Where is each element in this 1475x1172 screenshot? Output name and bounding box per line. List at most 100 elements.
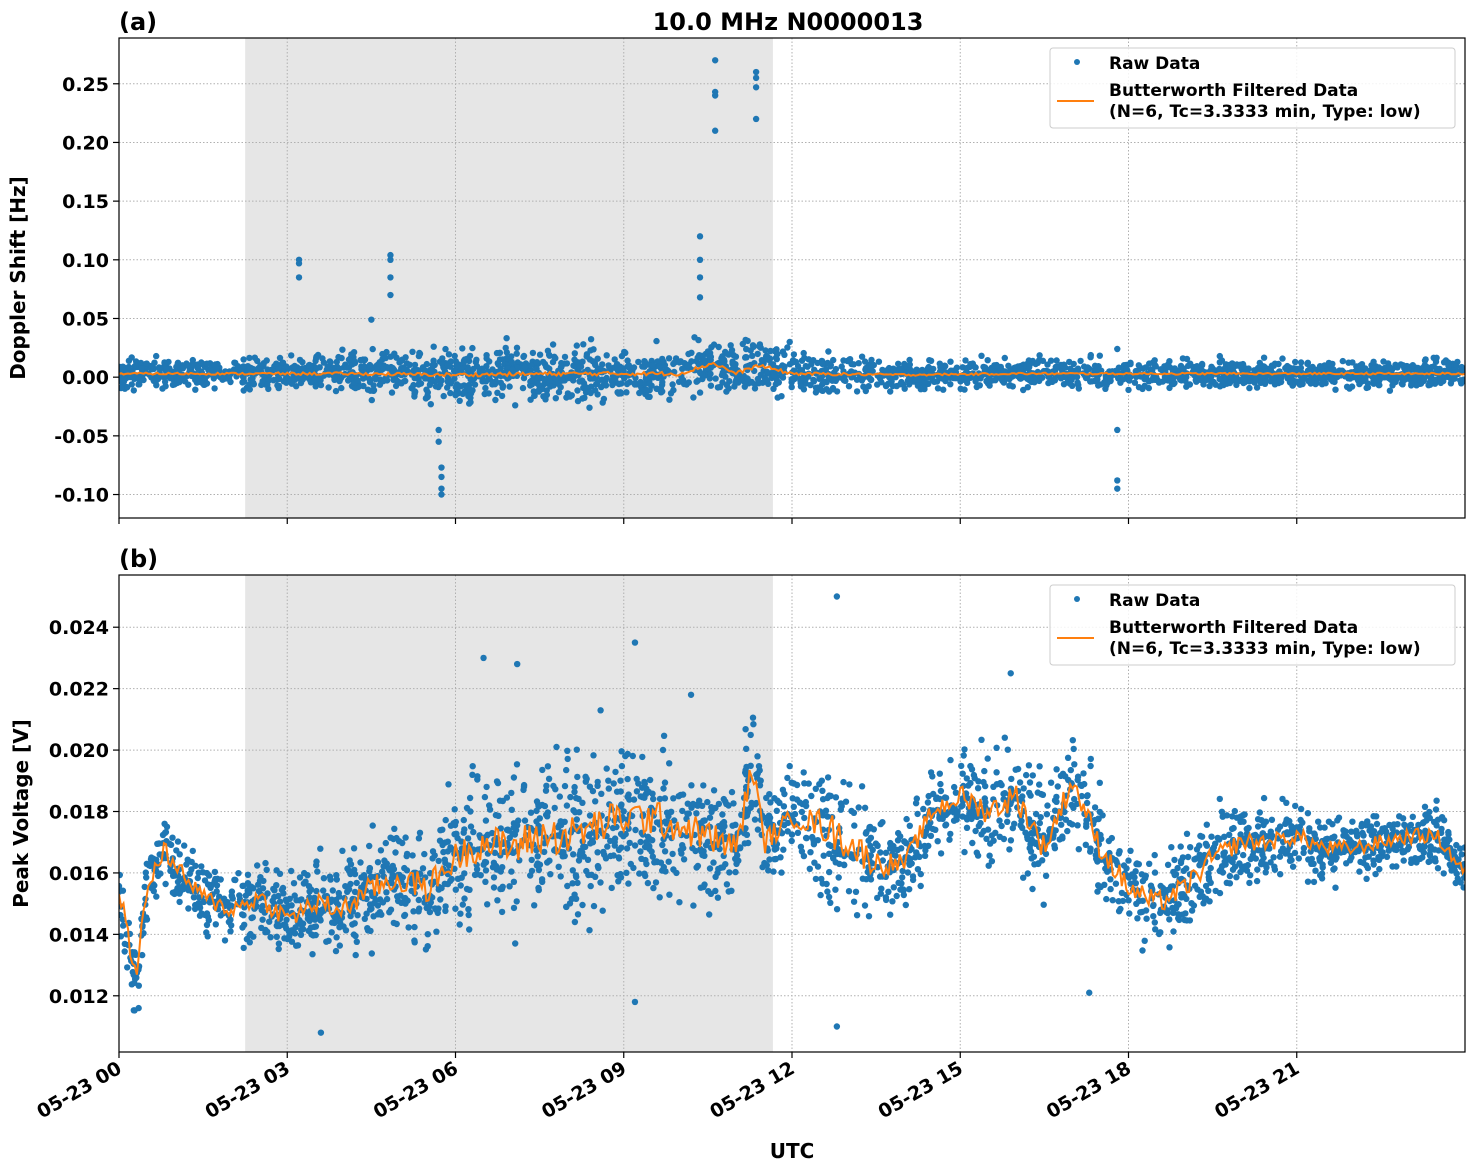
raw-data-point xyxy=(1183,355,1191,363)
raw-data-point xyxy=(822,807,830,814)
raw-data-point xyxy=(1205,887,1212,894)
raw-data-point xyxy=(1259,373,1266,380)
raw-data-point xyxy=(1080,770,1087,777)
raw-data-point xyxy=(389,368,396,375)
raw-data-point xyxy=(1356,868,1363,875)
raw-data-point xyxy=(1230,364,1237,371)
raw-data-point xyxy=(422,395,430,402)
raw-data-point xyxy=(444,374,452,382)
raw-data-point xyxy=(387,834,394,841)
raw-data-point xyxy=(663,366,671,374)
raw-data-point xyxy=(451,352,458,360)
raw-data-point xyxy=(624,775,631,783)
raw-data-outlier xyxy=(295,274,303,281)
raw-data-point xyxy=(781,790,788,798)
raw-data-point xyxy=(313,354,320,362)
raw-data-point xyxy=(544,347,552,354)
legend-filtered-params: (N=6, Tc=3.3333 min, Type: low) xyxy=(1109,102,1421,122)
raw-data-point xyxy=(754,826,762,833)
raw-data-point xyxy=(1263,864,1270,871)
raw-data-point xyxy=(497,852,504,859)
raw-data-point xyxy=(267,934,274,941)
raw-data-point xyxy=(541,375,548,383)
raw-data-point xyxy=(1157,366,1164,373)
raw-data-point xyxy=(1001,354,1008,362)
raw-data-point xyxy=(395,838,403,845)
raw-data-point xyxy=(426,908,434,916)
raw-data-point xyxy=(1318,870,1326,877)
raw-data-point xyxy=(153,893,160,900)
raw-data-point xyxy=(1096,352,1104,359)
raw-data-point xyxy=(594,355,601,362)
raw-data-point xyxy=(636,389,643,397)
raw-data-point xyxy=(557,873,564,880)
raw-data-point xyxy=(962,357,969,364)
raw-data-point xyxy=(1166,916,1173,923)
raw-data-point xyxy=(1246,879,1253,887)
raw-data-point xyxy=(279,884,287,892)
raw-data-point xyxy=(963,775,970,782)
raw-data-point xyxy=(415,896,422,904)
raw-data-point xyxy=(819,787,826,794)
raw-data-point xyxy=(1262,869,1269,876)
raw-data-point xyxy=(1182,910,1189,917)
raw-data-point xyxy=(914,810,921,818)
raw-data-point xyxy=(1083,820,1090,828)
raw-data-point xyxy=(1277,848,1285,855)
raw-data-point xyxy=(571,350,578,357)
raw-data-point xyxy=(1307,848,1314,855)
raw-data-point xyxy=(513,344,521,351)
raw-data-point xyxy=(163,366,170,373)
raw-data-point xyxy=(430,343,437,350)
raw-data-point xyxy=(617,830,625,838)
raw-data-point xyxy=(1078,782,1085,789)
raw-data-point xyxy=(1351,840,1358,848)
raw-data-point xyxy=(958,762,965,770)
raw-data-point xyxy=(1131,379,1139,386)
raw-data-point xyxy=(477,872,484,879)
raw-data-point xyxy=(808,361,815,368)
raw-data-point xyxy=(1438,825,1445,833)
raw-data-point xyxy=(148,362,155,370)
raw-data-point xyxy=(1053,364,1060,371)
raw-data-point xyxy=(497,825,504,832)
raw-data-point xyxy=(573,746,580,753)
raw-data-point xyxy=(908,845,915,853)
raw-data-point xyxy=(528,377,535,384)
raw-data-point xyxy=(513,350,520,357)
raw-data-point xyxy=(434,909,441,917)
raw-data-point xyxy=(1319,861,1326,868)
raw-data-point xyxy=(1370,857,1377,864)
raw-data-point xyxy=(1202,882,1210,890)
raw-data-point xyxy=(508,806,515,813)
raw-data-point xyxy=(483,783,490,791)
raw-data-point xyxy=(1458,851,1465,858)
raw-data-point xyxy=(774,350,781,358)
raw-data-point xyxy=(421,850,428,858)
raw-data-point xyxy=(1296,381,1304,388)
raw-data-point xyxy=(142,869,149,876)
raw-data-point xyxy=(307,379,315,386)
raw-data-point xyxy=(917,882,924,890)
raw-data-point xyxy=(155,364,163,371)
raw-data-point xyxy=(520,783,528,791)
raw-data-point xyxy=(691,334,698,341)
raw-data-point xyxy=(176,898,183,906)
raw-data-point xyxy=(1040,901,1047,908)
raw-data-point xyxy=(441,880,448,887)
raw-data-point xyxy=(890,884,897,891)
raw-data-point xyxy=(1233,874,1240,881)
shaded-interval xyxy=(245,38,773,518)
raw-data-point xyxy=(1123,365,1130,373)
raw-data-point xyxy=(217,876,224,883)
raw-data-point xyxy=(491,849,499,856)
panel-a: -0.10-0.050.000.050.100.150.200.25Dopple… xyxy=(6,8,1466,524)
raw-data-point xyxy=(1142,364,1150,371)
raw-data-point xyxy=(466,352,474,360)
raw-data-point xyxy=(576,809,583,816)
raw-data-point xyxy=(1132,367,1140,375)
raw-data-point xyxy=(1306,828,1313,835)
raw-data-point xyxy=(1058,375,1065,382)
raw-data-point xyxy=(669,850,676,858)
raw-data-point xyxy=(660,863,667,871)
